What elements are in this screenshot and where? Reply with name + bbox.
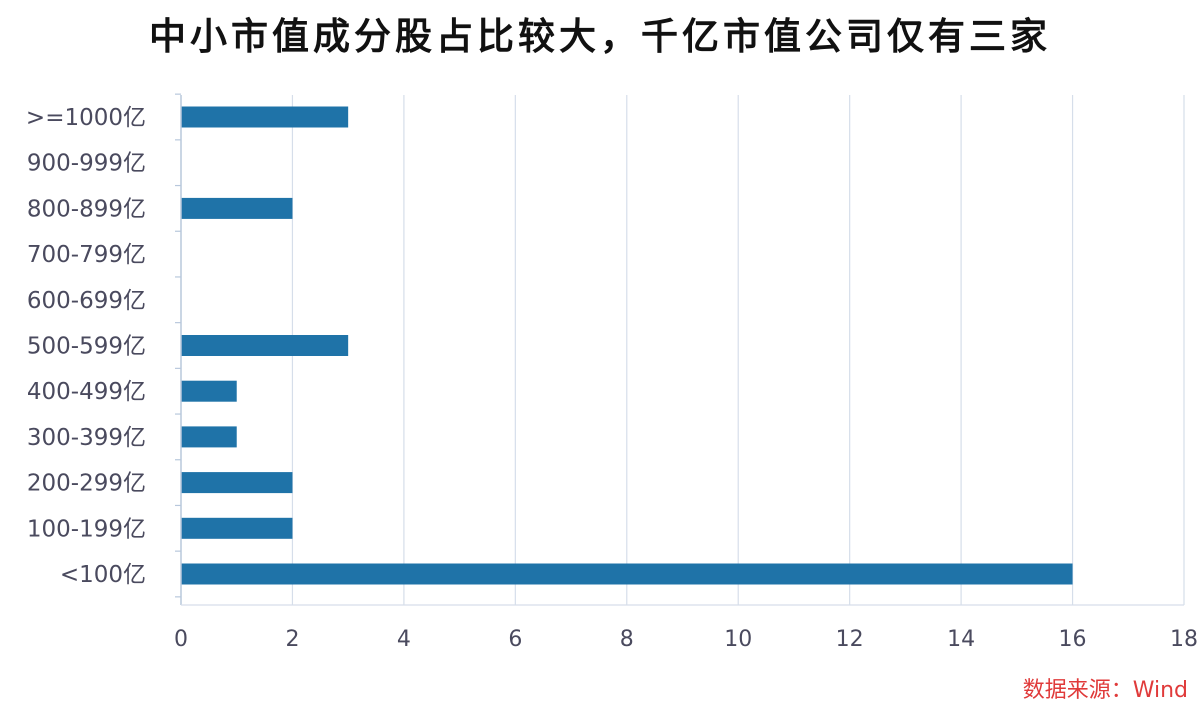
bar-2 [181, 197, 293, 219]
x-tick-label-16: 16 [1059, 627, 1087, 652]
axes [175, 93, 1184, 606]
grid-lines [291, 95, 1185, 605]
y-category-label-2: 800-899亿 [27, 196, 146, 222]
x-tick-label-12: 12 [836, 627, 864, 652]
x-tick-label-2: 2 [285, 627, 299, 652]
bars [181, 106, 1073, 585]
x-tick-label-8: 8 [620, 627, 634, 652]
x-tick-label-0: 0 [174, 627, 188, 652]
y-category-label-7: 300-399亿 [27, 425, 146, 451]
x-tick-label-4: 4 [397, 627, 411, 652]
x-tick-label-10: 10 [724, 627, 752, 652]
x-tick-label-6: 6 [508, 627, 522, 652]
y-category-label-8: 200-299亿 [27, 471, 146, 497]
y-category-label-5: 500-599亿 [27, 334, 146, 360]
y-category-label-6: 400-499亿 [27, 379, 146, 405]
bar-10 [181, 563, 1073, 585]
y-category-label-1: 900-999亿 [27, 151, 146, 177]
bar-5 [181, 335, 349, 356]
x-tick-label-18: 18 [1170, 627, 1198, 652]
bar-0 [181, 106, 349, 128]
bar-9 [181, 517, 293, 539]
bar-6 [181, 380, 237, 402]
labels: 0 2 4 6 8 10 12 14 16 18 >=1000亿 900-999亿 800-899亿 70… [26, 105, 1198, 652]
x-tick-label-14: 14 [947, 627, 975, 652]
y-category-label-3: 700-799亿 [27, 242, 146, 268]
y-category-label-4: 600-699亿 [27, 288, 146, 314]
y-category-label-0: >=1000亿 [26, 105, 146, 131]
bar-7 [181, 426, 237, 448]
chart-title: 中小市值成分股占比较大，千亿市值公司仅有三家 [149, 15, 1051, 58]
bar-8 [181, 472, 293, 494]
y-category-label-9: 100-199亿 [27, 516, 146, 542]
y-category-label-10: <100亿 [60, 562, 146, 588]
source-note: 数据来源：Wind [1022, 678, 1188, 703]
